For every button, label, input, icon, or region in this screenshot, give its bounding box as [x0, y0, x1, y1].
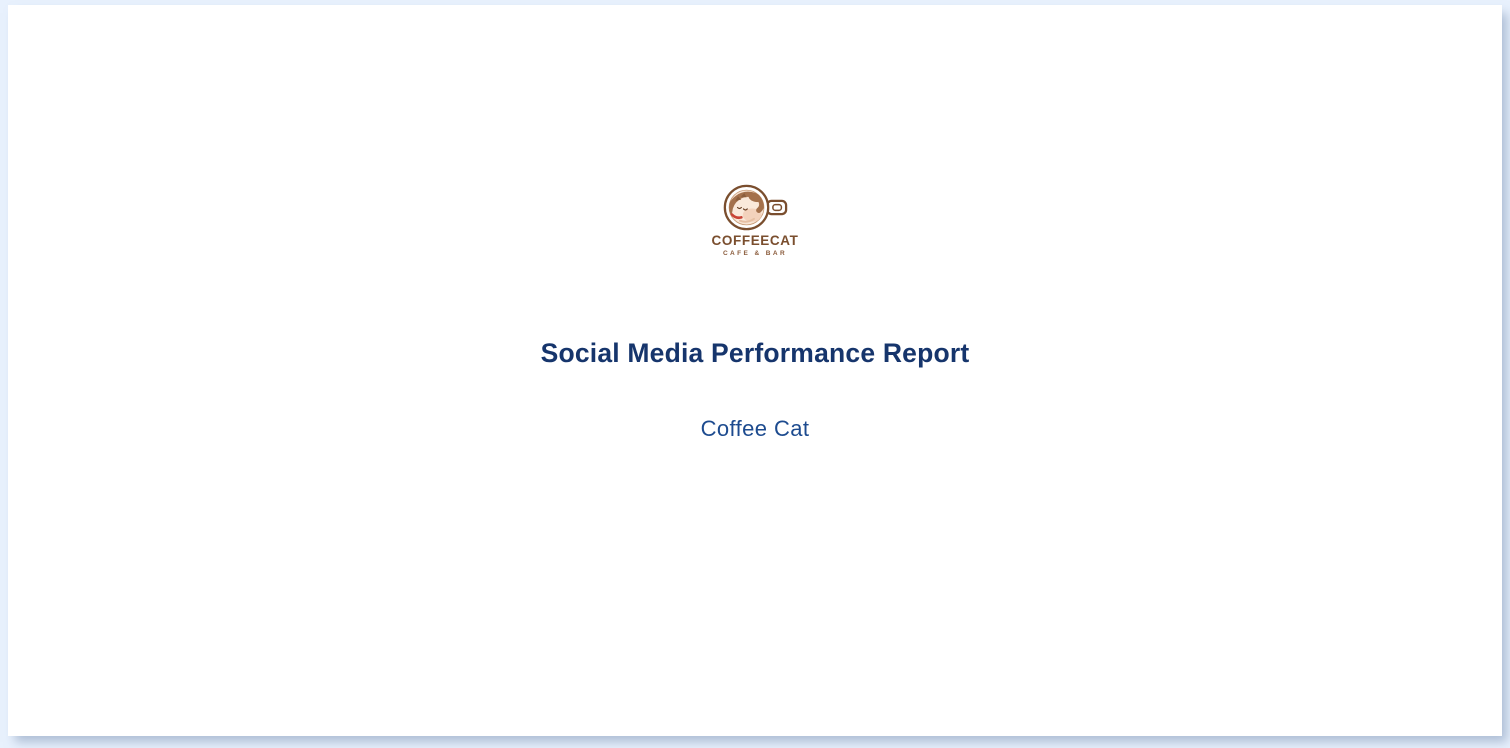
company-logo: COFFEECAT CAFE & BAR — [712, 183, 799, 257]
cover-content: COFFEECAT CAFE & BAR Social Media Perfor… — [8, 5, 1502, 736]
report-title: Social Media Performance Report — [540, 338, 970, 368]
logo-tagline: CAFE & BAR — [722, 250, 788, 257]
report-cover-page: COFFEECAT CAFE & BAR Social Media Perfor… — [8, 5, 1502, 736]
logo-wordmark: COFFEECAT — [711, 233, 799, 248]
cat-in-coffee-cup-icon — [723, 184, 788, 231]
report-subtitle: Coffee Cat — [700, 416, 810, 441]
